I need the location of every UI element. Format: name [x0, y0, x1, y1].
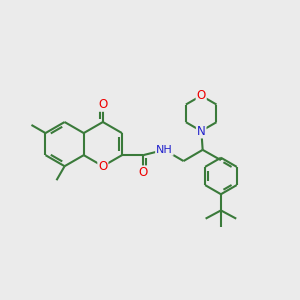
Text: O: O [98, 98, 107, 111]
Text: NH: NH [156, 145, 173, 155]
Text: O: O [139, 166, 148, 179]
Text: N: N [197, 124, 206, 137]
Text: O: O [98, 160, 107, 173]
Text: O: O [196, 89, 206, 102]
